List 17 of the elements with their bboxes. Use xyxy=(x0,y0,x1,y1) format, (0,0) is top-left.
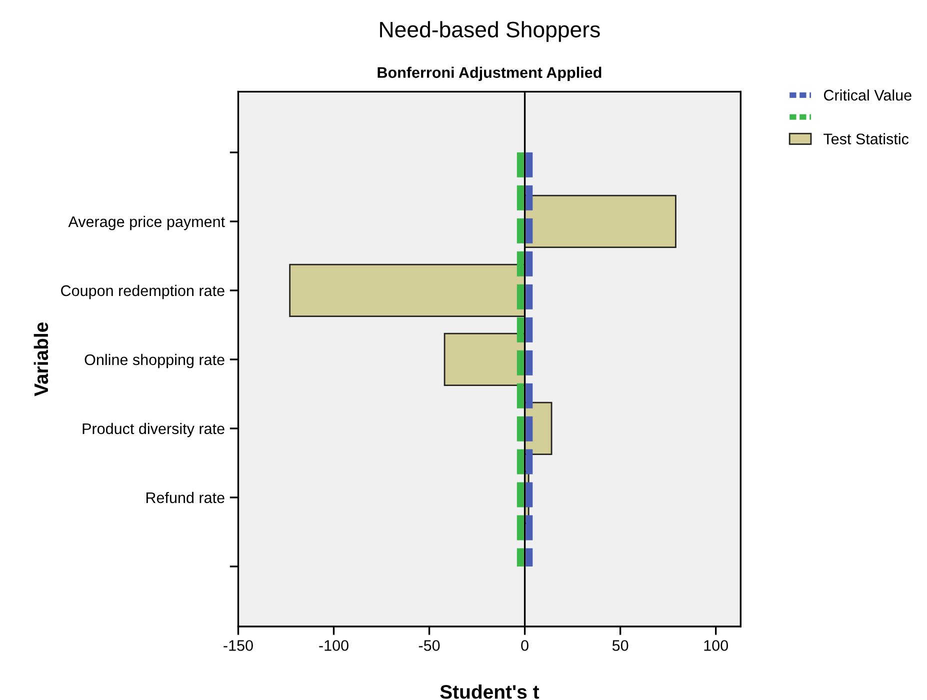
legend-label: Test Statistic xyxy=(824,133,909,144)
x-tick-label: 100 xyxy=(704,640,728,651)
y-tick-label: Product diversity rate xyxy=(82,422,224,438)
chart-title: Need-based Shoppers xyxy=(380,21,600,42)
y-tick-label: Refund rate xyxy=(146,492,224,504)
y-axis-title: Variable xyxy=(34,322,48,396)
y-tick-label: Coupon redemption rate xyxy=(61,284,224,300)
y-tick-label: Average price payment xyxy=(68,216,225,230)
chart-subtitle: Bonferroni Adjustment Applied xyxy=(378,66,602,81)
x-tick-label: -150 xyxy=(224,640,253,651)
legend-label: Critical Value xyxy=(824,89,912,101)
x-axis-title: Student's t xyxy=(440,684,540,699)
y-tick-label: Online shopping rate xyxy=(84,354,224,368)
x-tick-label: -50 xyxy=(418,640,440,651)
x-tick-label: 50 xyxy=(612,640,628,651)
x-tick-label: -100 xyxy=(319,640,348,651)
x-tick-label: 0 xyxy=(521,640,528,651)
